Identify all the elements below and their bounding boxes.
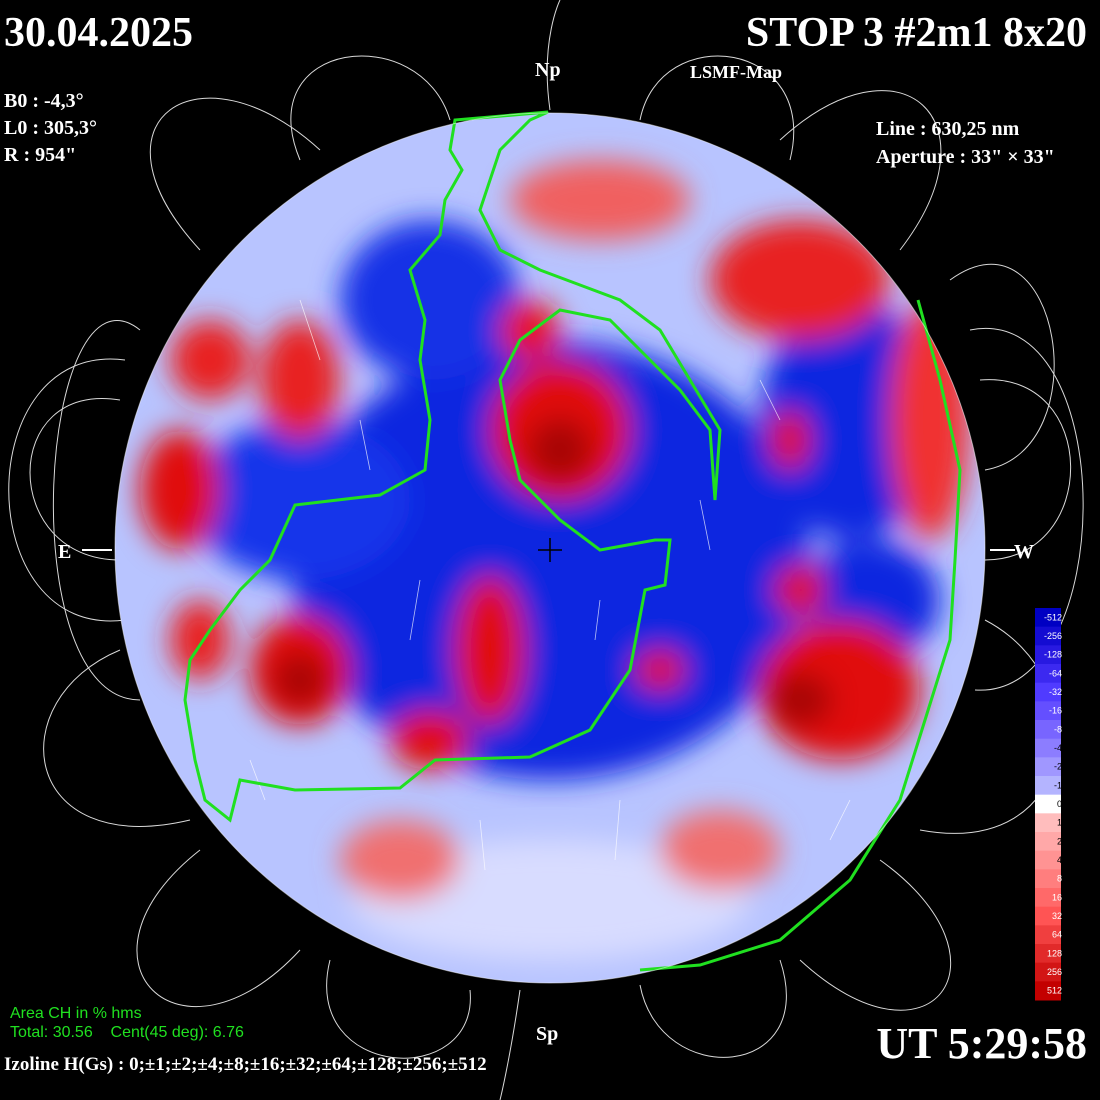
- colorbar-label: -8: [1054, 724, 1062, 734]
- colorbar-swatch: [1035, 701, 1061, 721]
- colorbar-swatch: [1035, 850, 1061, 870]
- ch-heading: Area CH in % hms: [10, 1005, 142, 1022]
- title: STOP 3 #2m1 8x20: [746, 10, 1087, 56]
- west-marker: W: [1014, 541, 1034, 563]
- colorbar-label: -32: [1049, 687, 1062, 697]
- colorbar-swatch: [1035, 888, 1061, 908]
- colorbar-label: -512: [1044, 612, 1062, 622]
- parameter: B0 : -4,3°: [4, 90, 84, 112]
- parameter: R : 954": [4, 144, 76, 166]
- limb: [114, 112, 986, 984]
- colorbar-swatch: [1035, 962, 1061, 982]
- colorbar-label: 64: [1052, 930, 1062, 940]
- south-pole: Sp: [536, 1023, 558, 1045]
- colorbar-swatch: [1035, 738, 1061, 758]
- colorbar-swatch: [1035, 682, 1061, 702]
- colorbar-swatch: [1035, 981, 1061, 1001]
- colorbar-swatch: [1035, 925, 1061, 945]
- parameter: Line : 630,25 nm: [876, 118, 1020, 140]
- time: UT 5:29:58: [876, 1019, 1087, 1068]
- colorbar-swatch: [1035, 813, 1061, 833]
- colorbar-label: 8: [1057, 874, 1062, 884]
- colorbar-label: -1: [1054, 780, 1062, 790]
- colorbar-swatch: [1035, 757, 1061, 777]
- colorbar-label: -128: [1044, 650, 1062, 660]
- colorbar-label: 512: [1047, 986, 1062, 996]
- colorbar-label: -16: [1049, 706, 1062, 716]
- colorbar-label: 256: [1047, 967, 1062, 977]
- colorbar-label: 128: [1047, 948, 1062, 958]
- colorbar-swatch: [1035, 869, 1061, 889]
- colorbar-swatch: [1035, 720, 1061, 740]
- colorbar-swatch: [1035, 794, 1061, 814]
- colorbar-label: -2: [1054, 762, 1062, 772]
- center-cross: [538, 538, 562, 562]
- colorbar-swatch: [1035, 944, 1061, 964]
- parameter: Aperture : 33" × 33": [876, 146, 1055, 168]
- colorbar-label: 32: [1052, 911, 1062, 921]
- colorbar-swatch: [1035, 664, 1061, 684]
- east-marker: E: [58, 541, 71, 563]
- colorbar-swatch: [1035, 645, 1061, 665]
- colorbar-label: -4: [1054, 743, 1062, 753]
- colorbar-label: 1: [1057, 818, 1062, 828]
- colorbar-label: 4: [1057, 855, 1062, 865]
- colorbar-swatch: [1035, 906, 1061, 926]
- isolines: Izoline H(Gs) : 0;±1;±2;±4;±8;±16;±32;±6…: [4, 1054, 487, 1075]
- parameter: L0 : 305,3°: [4, 117, 97, 139]
- colorbar: -512 -256 -128 -64 -32 -16 -8 -4 -2 -1 0 1 2 4 8 16 32 64…: [1035, 608, 1062, 1001]
- coronal-hole-boundary: [183, 110, 962, 972]
- colorbar-swatch: [1035, 832, 1061, 852]
- ch-stats: Total: 30.56 Cent(45 deg): 6.76: [10, 1024, 244, 1041]
- colorbar-label: 0: [1057, 799, 1062, 809]
- field-lines-outer: [8, 0, 1084, 1100]
- colorbar-label: -256: [1044, 631, 1062, 641]
- colorbar-swatch: [1035, 608, 1061, 628]
- date: 30.04.2025: [4, 10, 193, 56]
- colorbar-label: 16: [1052, 892, 1062, 902]
- north-pole: Np: [535, 59, 561, 81]
- colorbar-label: -64: [1049, 668, 1062, 678]
- subtitle: LSMF-Map: [690, 62, 782, 82]
- colorbar-label: 2: [1057, 836, 1062, 846]
- colorbar-swatch: [1035, 626, 1061, 646]
- colorbar-swatch: [1035, 776, 1061, 796]
- solar-disk: [115, 113, 985, 983]
